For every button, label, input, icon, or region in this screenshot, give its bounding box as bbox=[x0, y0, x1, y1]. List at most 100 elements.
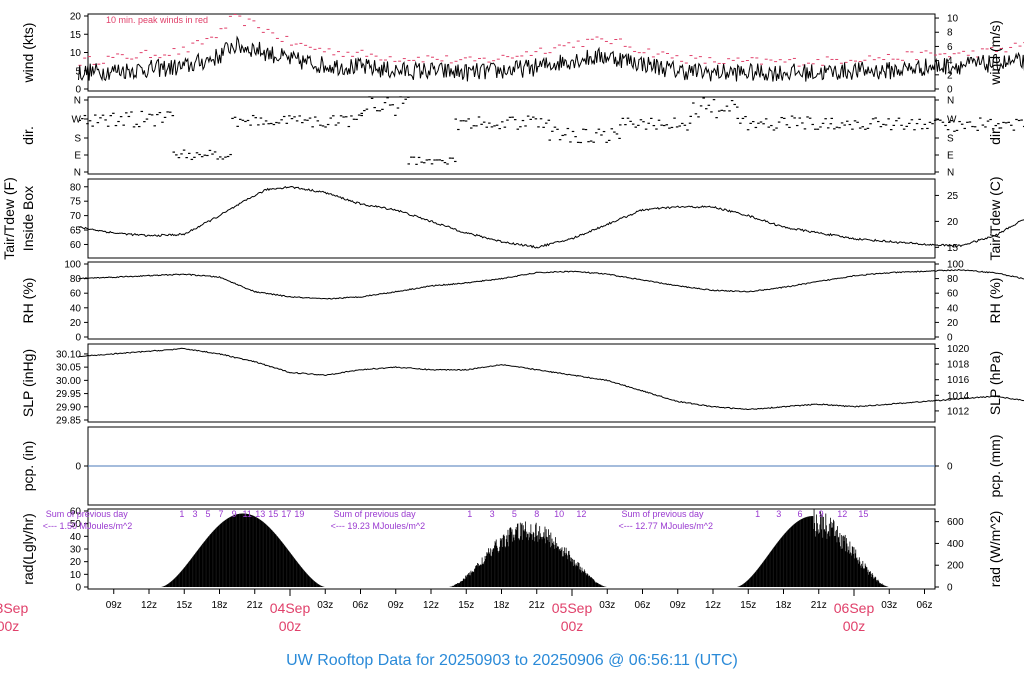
slp-right-axis-label: SLP (hPa) bbox=[987, 351, 1003, 415]
dir-right-tick-label: N bbox=[947, 168, 954, 179]
x-tick-label: 06z bbox=[352, 600, 368, 611]
panel-temp-frame bbox=[87, 178, 936, 259]
wind-left-tick-label: 20 bbox=[70, 12, 82, 23]
x-tick-label: 18z bbox=[775, 600, 791, 611]
rad-hour-mark: 11 bbox=[243, 509, 252, 519]
temp-right-axis-label: Tair/Tdew (C) bbox=[987, 176, 1003, 260]
temp-left-axis-label: Tair/Tdew (F) bbox=[1, 177, 17, 259]
rad-right-tick-label: 0 bbox=[947, 583, 953, 594]
rad-left-tick-label: 50 bbox=[70, 519, 82, 530]
rh-right-tick-label: 0 bbox=[947, 333, 953, 344]
x-tick-label: 12z bbox=[705, 600, 721, 611]
slp-right-tick-label: 1016 bbox=[947, 375, 970, 386]
dir-left-tick-label: W bbox=[72, 115, 82, 126]
rad-hour-mark: 3 bbox=[192, 509, 197, 519]
rad-hour-mark: 15 bbox=[268, 509, 278, 519]
chart-footer: UW Rooftop Data for 20250903 to 20250906… bbox=[286, 652, 738, 669]
rad-sum-value: <--- 12.77 MJoules/m^2 bbox=[619, 521, 714, 531]
rh-left-tick-label: 0 bbox=[75, 333, 81, 344]
x-tick-label: 03z bbox=[317, 600, 333, 611]
rad-hour-mark: 8 bbox=[534, 509, 539, 519]
x-tick-label: 03z bbox=[881, 600, 897, 611]
x-tick-label: 21z bbox=[529, 600, 545, 611]
rad-left-axis-label: rad(Lgly/hr) bbox=[20, 513, 36, 585]
x-tick-label: 06z bbox=[916, 600, 932, 611]
rad-hour-mark: 1 bbox=[179, 509, 184, 519]
rad-right-tick-label: 400 bbox=[947, 539, 964, 550]
wind-left-axis-label: wind (kts) bbox=[20, 23, 36, 84]
wind-right-tick-label: 2 bbox=[947, 70, 953, 81]
x-tick-label: 09z bbox=[388, 600, 404, 611]
panel-pcp: pcp. (in) pcp. (mm) 0 0 bbox=[20, 426, 1003, 506]
x-tick-label: 18z bbox=[493, 600, 509, 611]
rh-left-tick-label: 40 bbox=[70, 303, 82, 314]
x-tick-label: 12z bbox=[141, 600, 157, 611]
x-tick-label: 09z bbox=[670, 600, 686, 611]
pcp-left-tick-label: 0 bbox=[75, 462, 81, 473]
wind-right-tick-label: 10 bbox=[947, 14, 959, 25]
wind-right-axis-label: wind (m/s) bbox=[987, 20, 1003, 86]
temp-left-tick-label: 80 bbox=[70, 182, 82, 193]
rad-sum-value: <--- 1.50 MJoules/m^2 bbox=[43, 521, 133, 531]
rad-hour-mark: 9 bbox=[819, 509, 824, 519]
rad-left-tick-label: 20 bbox=[70, 557, 82, 568]
rad-left-tick-label: 10 bbox=[70, 570, 82, 581]
panel-temp: Tair/Tdew (F) Inside Box Tair/Tdew (C) 60 65… bbox=[1, 176, 1024, 261]
rad-hour-mark: 9 bbox=[232, 509, 237, 519]
wind-left-tick-label: 10 bbox=[70, 48, 82, 59]
slp-series-line bbox=[78, 347, 1024, 410]
day-hour-label: 00z bbox=[843, 618, 866, 634]
wind-right-tick-label: 0 bbox=[947, 85, 953, 96]
wind-right-tick-label: 4 bbox=[947, 56, 953, 67]
rad-left-tick-label: 0 bbox=[75, 583, 81, 594]
x-tick-label: 09z bbox=[106, 600, 122, 611]
rh-right-tick-label: 20 bbox=[947, 318, 959, 329]
x-tick-label: 15z bbox=[176, 600, 192, 611]
x-axis-group: 09z 12z 15z 18z 21z 03z 06z 09z 12z 15z 18z 21z 03z 0… bbox=[0, 589, 933, 634]
slp-right-tick-label: 1018 bbox=[947, 360, 970, 371]
panel-rh: RH (%) RH (%) 0 20 40 60 80 100 0 20 40 60 80 100 bbox=[20, 260, 1024, 344]
temp-left-tick-label: 60 bbox=[70, 240, 82, 251]
temp-left-axis-label-2: Inside Box bbox=[20, 186, 36, 251]
wind-left-tick-label: 15 bbox=[70, 30, 82, 41]
rad-hour-mark: 12 bbox=[576, 509, 586, 519]
rh-right-axis-label: RH (%) bbox=[987, 278, 1003, 324]
slp-right-tick-label: 1014 bbox=[947, 391, 970, 402]
dir-right-tick-label: E bbox=[947, 151, 954, 162]
rad-hour-mark: 3 bbox=[776, 509, 781, 519]
rad-sum-label: Sum of previous day bbox=[334, 509, 417, 519]
rad-hour-mark: 7 bbox=[219, 509, 224, 519]
rh-left-tick-label: 60 bbox=[70, 289, 82, 300]
x-tick-label: 15z bbox=[458, 600, 474, 611]
wind-right-tick-label: 8 bbox=[947, 28, 953, 39]
day-hour-label: 00z bbox=[561, 618, 584, 634]
rad-sum-label: Sum of previous day bbox=[622, 509, 705, 519]
temp-left-tick-label: 75 bbox=[70, 197, 82, 208]
temp-left-tick-label: 65 bbox=[70, 226, 82, 237]
wind-right-tick-label: 6 bbox=[947, 42, 953, 53]
rh-left-tick-label: 20 bbox=[70, 318, 82, 329]
slp-left-tick-label: 29.85 bbox=[56, 416, 81, 427]
dir-right-tick-label: W bbox=[947, 115, 957, 126]
rad-left-tick-label: 60 bbox=[70, 507, 82, 518]
rad-hour-mark: 5 bbox=[206, 509, 211, 519]
pcp-right-axis-label: pcp. (mm) bbox=[987, 435, 1003, 498]
slp-left-axis-label: SLP (inHg) bbox=[20, 349, 36, 417]
dir-left-tick-label: N bbox=[74, 168, 81, 179]
rh-series-line bbox=[78, 268, 1024, 300]
slp-left-tick-label: 29.95 bbox=[56, 389, 81, 400]
rad-sum-value: <--- 19.23 MJoules/m^2 bbox=[331, 521, 426, 531]
rh-right-tick-label: 80 bbox=[947, 274, 959, 285]
rh-left-axis-label: RH (%) bbox=[20, 278, 36, 324]
x-tick-label: 21z bbox=[247, 600, 263, 611]
rad-hour-mark: 1 bbox=[467, 509, 472, 519]
day-label: 06Sep bbox=[834, 600, 875, 616]
pcp-right-tick-label: 0 bbox=[947, 462, 953, 473]
temp-series-line bbox=[78, 185, 1024, 249]
day-label: 04Sep bbox=[270, 600, 311, 616]
rad-hour-mark: 17 bbox=[281, 509, 291, 519]
rh-right-tick-label: 60 bbox=[947, 289, 959, 300]
rad-hour-mark: 10 bbox=[554, 509, 564, 519]
